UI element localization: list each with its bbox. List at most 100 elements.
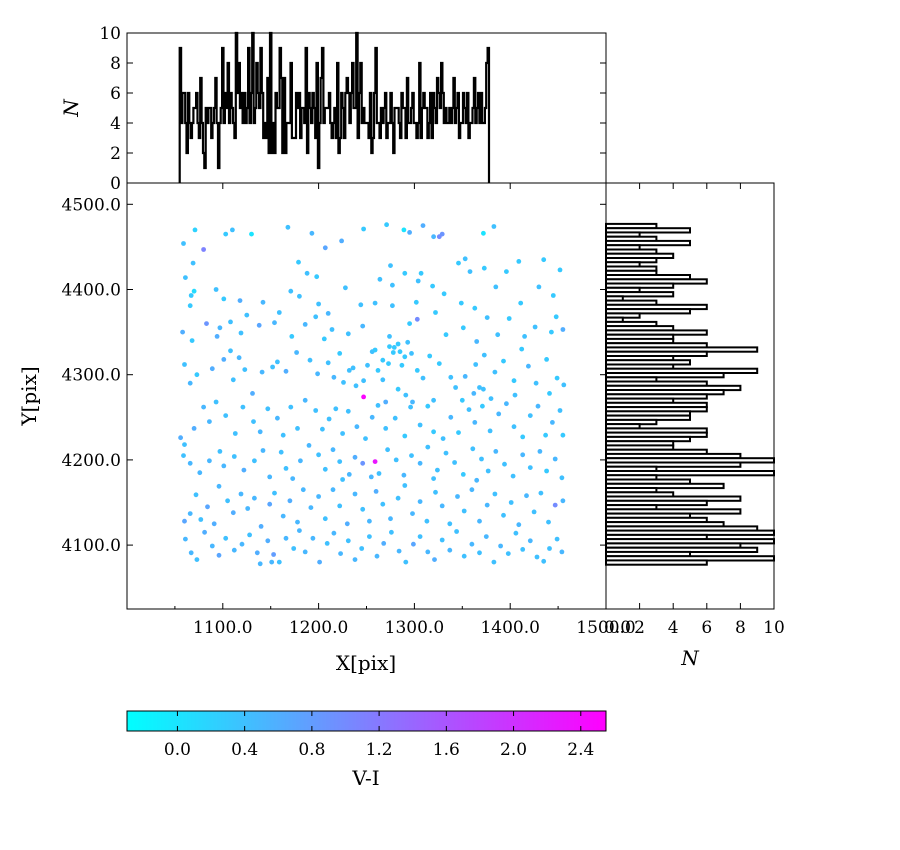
scatter-point xyxy=(380,377,386,383)
scatter-point xyxy=(242,367,248,372)
scatter-point xyxy=(544,468,549,474)
scatter-point xyxy=(267,474,273,480)
scatter-point xyxy=(405,339,411,345)
scatter-point xyxy=(501,512,506,518)
scatter-x-tick-label: 1400.0 xyxy=(480,618,539,638)
scatter-point xyxy=(407,321,412,326)
scatter-point xyxy=(361,226,366,232)
right-hist-bar xyxy=(605,227,691,234)
scatter-point xyxy=(316,494,321,499)
scatter-point xyxy=(254,550,260,556)
scatter-point xyxy=(358,302,364,308)
scatter-point xyxy=(402,354,408,360)
scatter-point xyxy=(202,529,208,535)
scatter-point xyxy=(316,452,321,458)
scatter-point xyxy=(474,477,480,483)
colorbar-tick-label: 1.2 xyxy=(366,740,393,760)
scatter-x-tick-label: 1100.0 xyxy=(193,618,252,638)
scatter-point xyxy=(425,403,431,409)
scatter-point xyxy=(510,473,516,479)
scatter-point xyxy=(322,245,328,251)
scatter-point xyxy=(321,336,327,342)
scatter-point xyxy=(410,511,415,516)
scatter-point xyxy=(346,472,352,477)
scatter-point xyxy=(505,551,511,556)
scatter-point xyxy=(369,414,375,420)
scatter-point xyxy=(337,503,343,509)
scatter-point xyxy=(360,323,366,329)
scatter-point xyxy=(557,267,563,273)
right-hist-bar xyxy=(605,482,725,490)
scatter-point xyxy=(376,471,382,476)
scatter-point xyxy=(350,365,356,371)
right-hist-x-tick-label: 2 xyxy=(634,618,645,638)
scatter-point xyxy=(329,327,335,332)
top-histogram: 0 2 4 6 8 10 N xyxy=(59,24,607,194)
scatter-point xyxy=(280,432,286,438)
scatter-point xyxy=(330,447,336,453)
scatter-point xyxy=(554,375,560,381)
scatter-point xyxy=(443,332,449,338)
scatter-point xyxy=(252,495,257,501)
scatter-point xyxy=(314,274,320,280)
scatter-point xyxy=(557,408,563,413)
scatter-point xyxy=(373,489,379,494)
scatter-point xyxy=(554,536,560,542)
scatter-point xyxy=(225,498,231,504)
scatter-point xyxy=(520,434,526,440)
scatter-point xyxy=(237,298,243,303)
scatter-point xyxy=(496,411,502,417)
scatter-points xyxy=(178,222,567,567)
scatter-point xyxy=(506,316,512,321)
scatter-point xyxy=(178,435,184,441)
scatter-point xyxy=(239,541,245,547)
scatter-point xyxy=(375,403,381,408)
scatter-point xyxy=(401,472,407,478)
scatter-point xyxy=(241,467,247,473)
scatter-point xyxy=(403,392,409,398)
scatter-point xyxy=(352,454,358,460)
scatter-point xyxy=(302,549,308,555)
scatter-point xyxy=(271,552,276,557)
scatter-point xyxy=(460,325,466,331)
scatter-point xyxy=(493,449,499,454)
scatter-point xyxy=(276,310,282,315)
colorbar: 0.0 0.4 0.8 1.2 1.6 2.0 2.4 V-I xyxy=(126,710,607,790)
scatter-point xyxy=(265,538,271,544)
scatter-point xyxy=(238,330,244,336)
scatter-point xyxy=(302,322,308,327)
scatter-point xyxy=(207,458,212,464)
scatter-point xyxy=(386,361,391,366)
scatter-point xyxy=(231,454,237,459)
scatter-point xyxy=(187,380,193,386)
scatter-point xyxy=(425,444,431,450)
scatter-point xyxy=(480,403,485,409)
scatter-point xyxy=(456,260,461,266)
right-hist-steps xyxy=(605,222,775,566)
scatter-point xyxy=(559,549,565,555)
top-hist-y-tick-label: 2 xyxy=(110,144,121,164)
scatter-point xyxy=(526,363,531,369)
scatter-point xyxy=(541,257,547,263)
scatter-point xyxy=(182,362,187,367)
scatter-point xyxy=(285,224,291,230)
scatter-point xyxy=(204,321,209,326)
scatter-point xyxy=(191,426,197,431)
scatter-point xyxy=(283,535,289,541)
scatter-point xyxy=(453,385,458,390)
scatter-point xyxy=(466,407,472,412)
scatter-point xyxy=(247,532,253,538)
scatter-point xyxy=(360,460,366,466)
right-hist-bar xyxy=(605,308,691,315)
scatter-point xyxy=(187,460,193,466)
top-hist-y-tick-label: 10 xyxy=(99,24,121,44)
scatter-point xyxy=(546,519,551,525)
scatter-point xyxy=(209,543,215,549)
scatter-point xyxy=(469,541,475,547)
scatter-point xyxy=(492,369,498,375)
scatter-point xyxy=(288,288,294,294)
scatter-point xyxy=(543,432,548,438)
scatter-point xyxy=(346,368,352,373)
scatter-point xyxy=(481,265,487,271)
scatter-point xyxy=(295,519,300,525)
